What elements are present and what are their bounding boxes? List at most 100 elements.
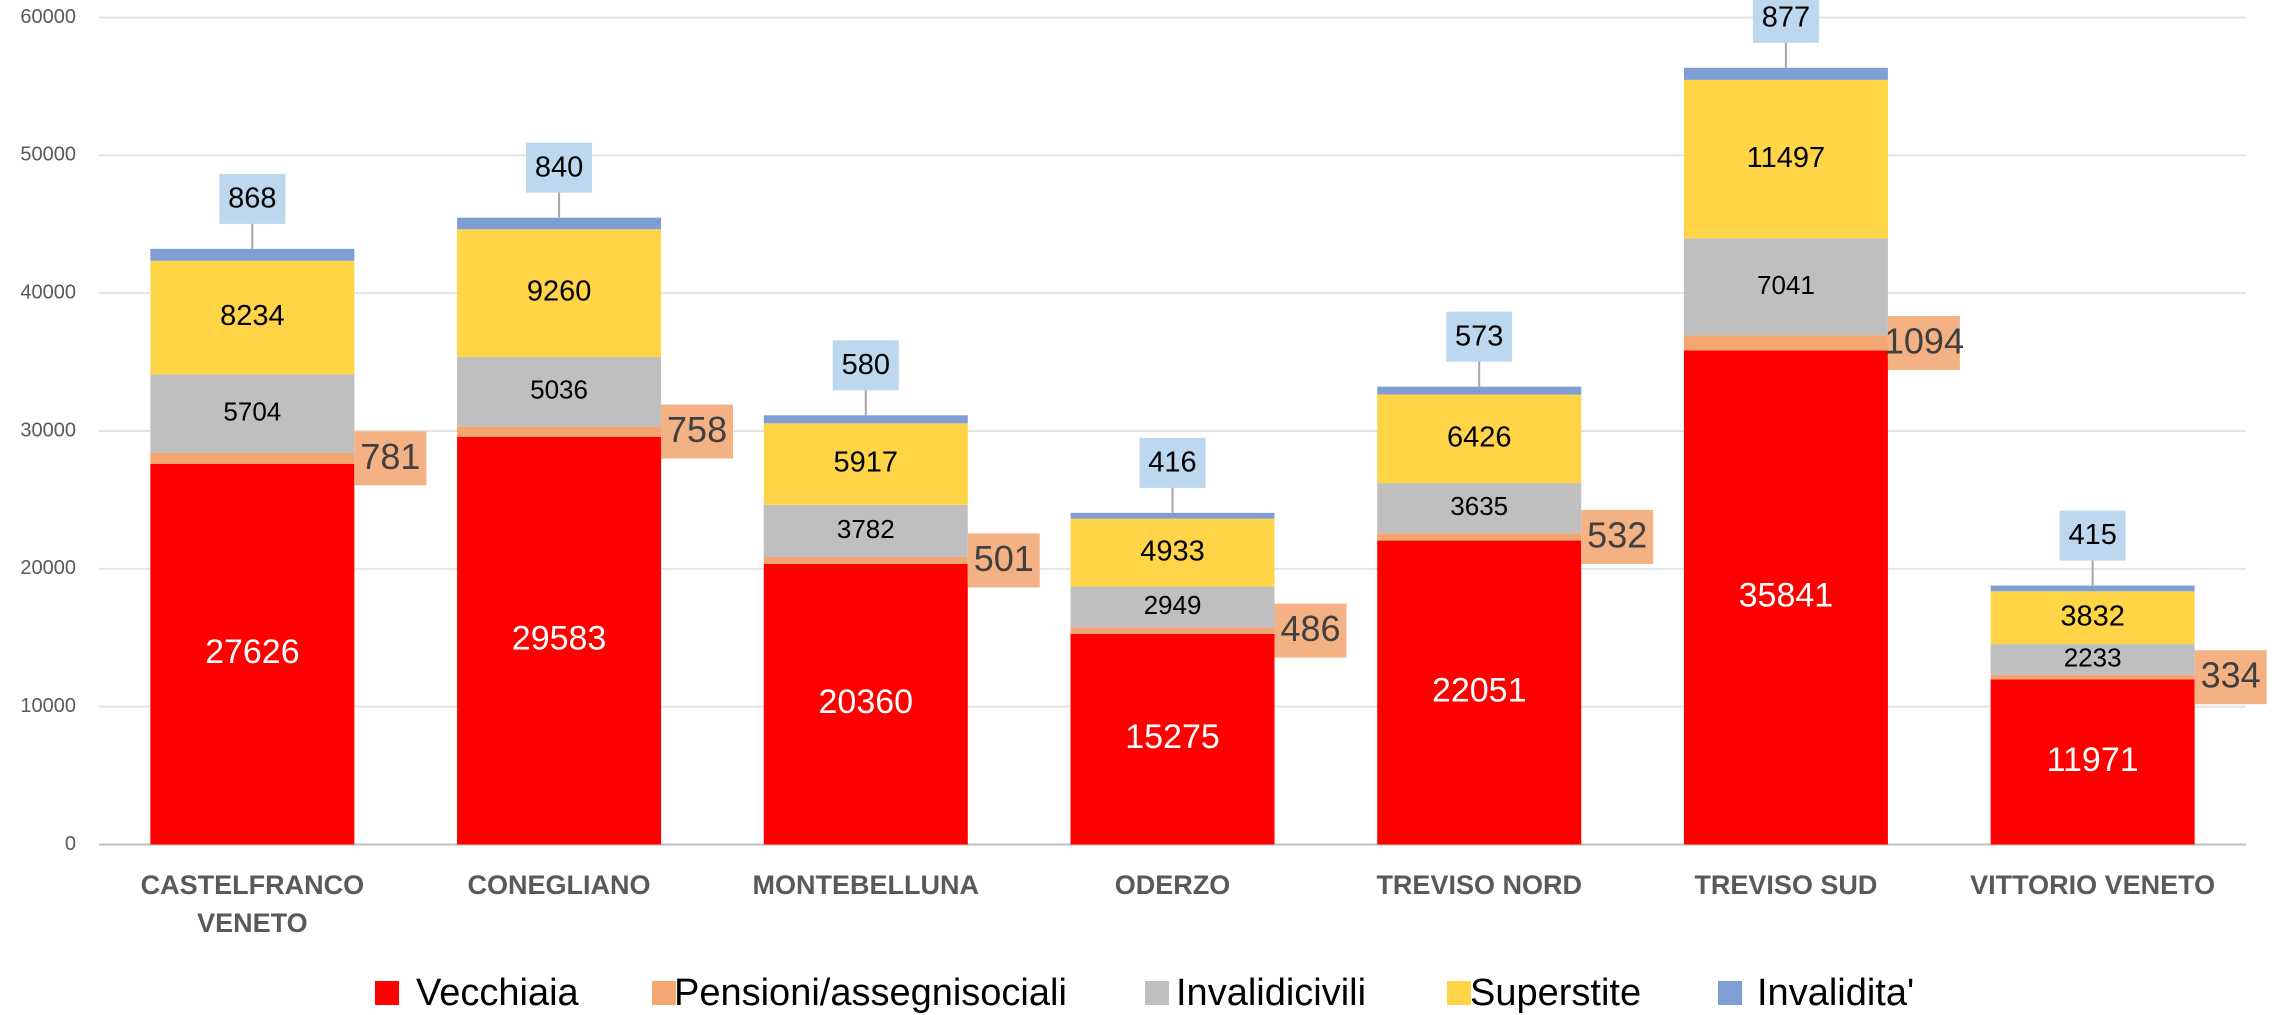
bar-segment [1990,585,2195,592]
data-label: 35841 [1739,576,1834,614]
bar-segment [150,463,355,845]
legend-label: Invalidita' [1757,972,1914,1014]
data-label: 2949 [1144,590,1202,620]
x-tick-label: ODERZO [1114,870,1231,900]
data-label-box [1446,311,1513,362]
y-tick-label: 50000 [20,144,76,166]
bar-segment [1990,679,2195,845]
bar-segment [457,426,662,437]
data-label: 486 [1280,608,1340,649]
legend-swatch [1145,981,1169,1005]
bar-segment [1070,518,1275,587]
bar-segment [1070,633,1275,845]
legend-label: Superstite [1470,972,1641,1014]
bar-segment [457,436,662,845]
data-label: 11497 [1747,142,1826,174]
data-label-box [661,404,734,459]
y-tick-label: 30000 [20,419,76,441]
data-label-box [1274,603,1347,658]
data-label-box [832,340,899,391]
data-label: 877 [1762,1,1810,33]
bar-segment [1377,533,1582,541]
data-label: 3635 [1450,491,1508,521]
legend-label: Pensioni/assegnisociali [674,972,1067,1014]
data-label-box [219,173,286,224]
data-label: 9260 [527,276,592,308]
y-tick-label: 20000 [20,557,76,579]
bar-segment [457,356,662,427]
data-label: 20360 [819,683,914,721]
bar-segment [1683,335,1888,351]
data-label: 8234 [220,300,285,332]
legend-label: Invalidicivili [1176,972,1366,1014]
bar-segment [1377,386,1582,395]
data-label: 3782 [837,514,895,544]
x-tick-label: CASTELFRANCO VENETO [140,870,365,938]
data-label-box [1887,315,1960,370]
bar-segment [763,415,968,424]
bar-segment [1377,483,1582,534]
data-label-box [1139,437,1206,488]
data-label: 27626 [205,633,300,671]
bar-segment [1990,674,2195,680]
bar-segment [1990,591,2195,645]
x-tick-label: CONEGLIANO [467,870,651,900]
bar-segment [1683,350,1888,845]
x-tick-label: TREVISO SUD [1694,870,1878,900]
bar-segment [1683,67,1888,80]
bar-segment [763,556,968,564]
data-label: 29583 [512,620,607,658]
data-label: 334 [2201,655,2261,696]
data-label: 1094 [1884,320,1964,361]
data-label: 840 [535,151,583,183]
data-label: 4933 [1140,535,1205,567]
bar-segment [763,504,968,557]
legend-swatch [375,981,399,1005]
data-label: 3832 [2060,600,2125,632]
data-label: 868 [228,183,276,215]
data-label: 22051 [1432,672,1527,710]
bar-segment [150,452,355,464]
bar-segment [1683,79,1888,239]
data-label-box [967,533,1040,588]
bar-segment [457,229,662,357]
data-label-box [1581,509,1654,564]
legend-swatch [1447,981,1471,1005]
data-label: 758 [667,409,727,450]
y-tick-label: 0 [65,833,76,855]
data-label: 781 [360,436,420,477]
legend-swatch [1718,981,1742,1005]
bar-segment [763,423,968,505]
legend-label: Vecchiaia [416,972,580,1014]
legend-swatch [652,981,676,1005]
x-tick-label: MONTEBELLUNA [752,870,980,900]
data-label: 6426 [1447,421,1512,453]
bar-segment [1070,627,1275,634]
data-label: 580 [842,349,890,381]
bar-segment [1683,238,1888,336]
data-label-box [2194,650,2267,705]
data-label-box [2059,510,2126,561]
bar-segment [150,374,355,453]
bar-segment [1070,586,1275,628]
x-tick-label: VITTORIO VENETO [1970,870,2216,900]
bar-segment [1990,644,2195,675]
data-label: 2233 [2064,642,2122,672]
data-label: 15275 [1125,718,1220,756]
data-label-box [1752,0,1819,43]
y-tick-label: 60000 [20,6,76,28]
data-label-box [354,431,427,486]
data-label: 5704 [223,397,281,427]
bar-segment [1377,540,1582,845]
y-tick-label: 10000 [20,695,76,717]
data-label: 573 [1455,320,1503,352]
data-label: 501 [974,538,1034,579]
data-label: 5917 [834,447,899,479]
x-tick-label: TREVISO NORD [1376,870,1582,900]
bar-segment [457,217,662,230]
data-label-box [526,142,593,193]
bar-segment [763,563,968,845]
data-label: 416 [1148,447,1196,479]
